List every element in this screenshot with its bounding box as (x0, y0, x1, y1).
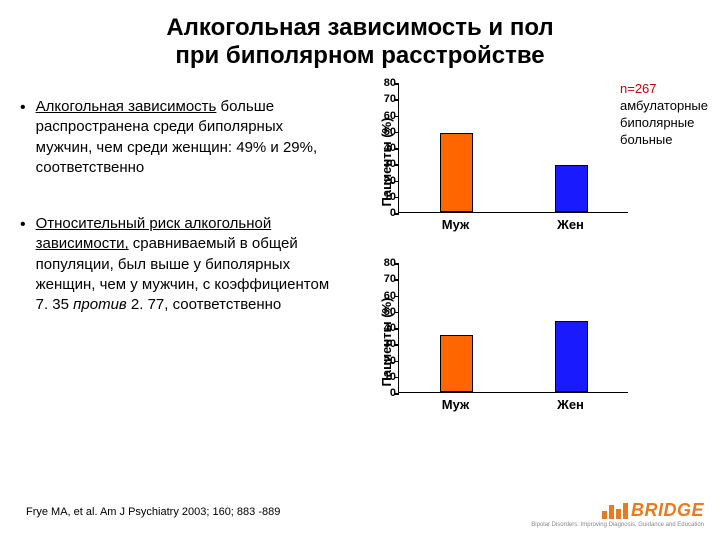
logo-text: BRIDGE (631, 500, 704, 521)
bullet-1-text: Алкогольная зависимость больше распростр… (36, 97, 340, 178)
ytick-mark (394, 213, 399, 215)
ytick-mark (394, 83, 399, 85)
ytick-mark (394, 116, 399, 118)
chart-bottom-plot (398, 263, 628, 393)
bullet-2: • Относительный риск алкогольной зависим… (20, 214, 340, 315)
ytick-label: 0 (370, 207, 396, 219)
ytick-label: 70 (370, 93, 396, 105)
xlabel: Жен (513, 217, 628, 232)
ytick-label: 10 (370, 191, 396, 203)
bullet-dot: • (20, 214, 26, 315)
ytick-mark (394, 361, 399, 363)
ytick-label: 60 (370, 290, 396, 302)
bullets-column: • Алкогольная зависимость больше распрос… (20, 77, 340, 437)
bullet-1: • Алкогольная зависимость больше распрос… (20, 97, 340, 178)
ytick-label: 40 (370, 322, 396, 334)
ytick-label: 60 (370, 110, 396, 122)
ytick-label: 80 (370, 257, 396, 269)
bridge-logo: BRIDGE Bipolar Disorders: Improving Diag… (531, 500, 704, 528)
bar (440, 335, 472, 392)
ytick-mark (394, 279, 399, 281)
xlabel: Жен (513, 397, 628, 412)
ytick-mark (394, 148, 399, 150)
bar (555, 321, 587, 393)
ytick-mark (394, 164, 399, 166)
chart-bottom: Пациенты (%) 01020304050607080 МужЖен (348, 257, 708, 427)
ytick-mark (394, 328, 399, 330)
logo-bars-icon (602, 503, 628, 519)
ytick-mark (394, 393, 399, 395)
page-title: Алкогольная зависимость и пол при биполя… (0, 0, 720, 77)
annotation-l2: биполярные (620, 115, 694, 130)
bullet-dot: • (20, 97, 26, 178)
ytick-label: 10 (370, 371, 396, 383)
chart-bottom-xlabels: МужЖен (398, 397, 628, 412)
xlabel: Муж (398, 217, 513, 232)
ytick-label: 0 (370, 387, 396, 399)
xlabel: Муж (398, 397, 513, 412)
bar (555, 165, 587, 212)
annotation-n: n=267 (620, 81, 657, 96)
title-line2: при биполярном расстройстве (175, 42, 544, 69)
ytick-label: 80 (370, 77, 396, 89)
logo-main: BRIDGE (531, 500, 704, 521)
chart-top-plot (398, 83, 628, 213)
bullet-1-underlined: Алкогольная зависимость (36, 98, 217, 115)
ytick-mark (394, 312, 399, 314)
ytick-mark (394, 344, 399, 346)
ytick-mark (394, 377, 399, 379)
chart-bottom-yticks: 01020304050607080 (370, 263, 396, 393)
annotation-l1: амбулаторные (620, 98, 708, 113)
title-line1: Алкогольная зависимость и пол (166, 14, 553, 41)
annotation-l3: больные (620, 132, 673, 147)
ytick-label: 70 (370, 273, 396, 285)
ytick-mark (394, 181, 399, 183)
content-area: • Алкогольная зависимость больше распрос… (0, 77, 720, 437)
logo-subtitle: Bipolar Disorders: Improving Diagnosis, … (531, 522, 704, 528)
ytick-mark (394, 99, 399, 101)
bullet-2-text: Относительный риск алкогольной зависимос… (36, 214, 340, 315)
chart-top-xlabels: МужЖен (398, 217, 628, 232)
chart-annotation: n=267 амбулаторные биполярные больные (620, 81, 708, 149)
ytick-mark (394, 197, 399, 199)
ytick-label: 40 (370, 142, 396, 154)
bullet-2-italic: против (73, 296, 127, 313)
ytick-mark (394, 132, 399, 134)
chart-top-yticks: 01020304050607080 (370, 83, 396, 213)
ytick-label: 30 (370, 338, 396, 350)
ytick-label: 20 (370, 175, 396, 187)
ytick-label: 50 (370, 306, 396, 318)
bullet-2-rest-b: 2. 77, соответственно (127, 296, 282, 313)
bar (440, 133, 472, 213)
ytick-label: 20 (370, 355, 396, 367)
ytick-mark (394, 296, 399, 298)
charts-column: Пациенты (%) 01020304050607080 МужЖен n=… (340, 77, 708, 437)
citation: Frye MA, et al. Am J Psychiatry 2003; 16… (26, 506, 280, 518)
ytick-label: 50 (370, 126, 396, 138)
ytick-mark (394, 263, 399, 265)
ytick-label: 30 (370, 158, 396, 170)
